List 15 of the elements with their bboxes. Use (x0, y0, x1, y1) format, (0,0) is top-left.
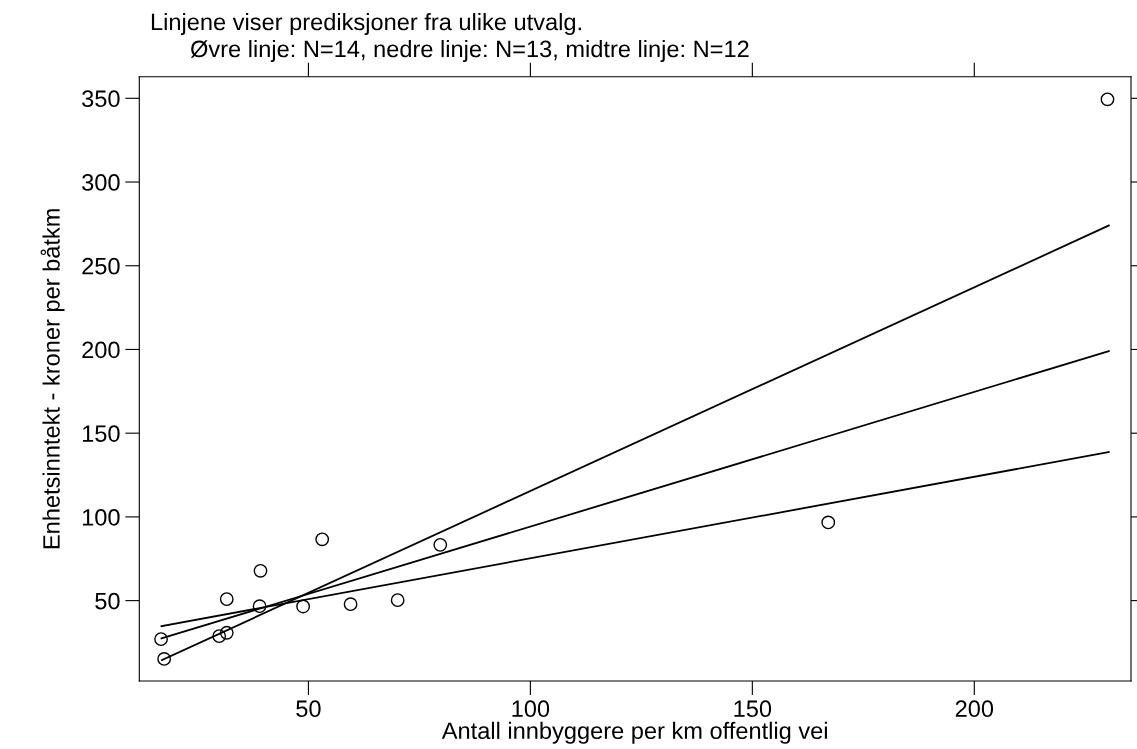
y-axis-title: Enhetsinntekt - kroner per båtkm (40, 209, 65, 549)
y-tick-label: 150 (82, 425, 120, 442)
y-tick-label: 300 (82, 174, 120, 191)
chart-title: Linjene viser prediksjoner fra ulike utvalg. (151, 13, 581, 35)
y-tick-label: 100 (82, 508, 120, 526)
chart-subtitle: Øvre linje: N=14, nedre linje: N=13, midtre linje: N=12 (190, 40, 749, 62)
x-tick-label: 50 (296, 700, 321, 718)
y-tick-label: 50 (95, 592, 120, 610)
y-tick-label: 350 (82, 90, 120, 108)
x-tick-label: 150 (734, 700, 772, 718)
x-tick-label: 100 (512, 700, 550, 718)
y-tick-label: 200 (82, 341, 120, 359)
x-tick-label: 200 (955, 700, 994, 718)
y-tick-label: 250 (82, 257, 120, 275)
x-axis-title: Antall innbyggere per km offentlig vei (441, 721, 827, 744)
